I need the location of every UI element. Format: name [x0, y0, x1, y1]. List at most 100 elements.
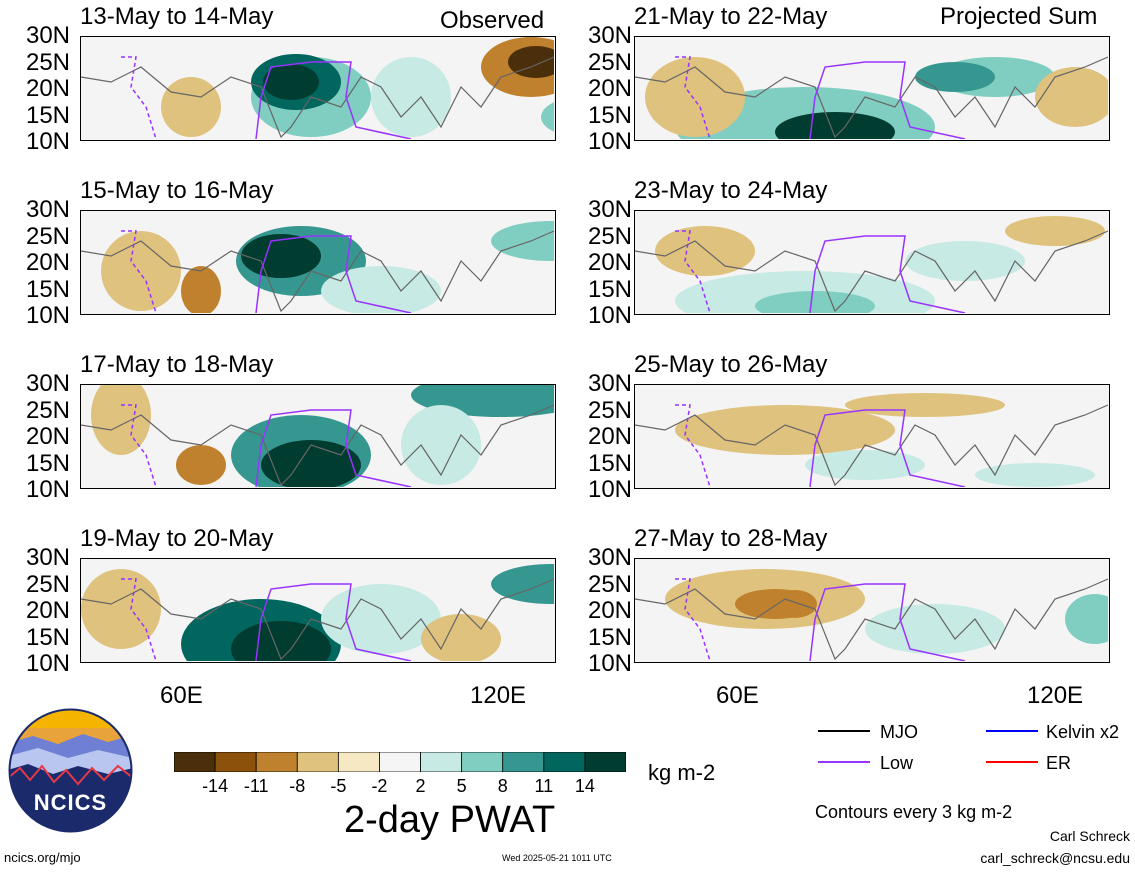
pwat-anomaly-blob [241, 234, 321, 278]
pwat-anomaly-blob [1005, 216, 1105, 246]
colorbar [173, 751, 627, 773]
lat-label: 15N [25, 275, 70, 303]
author-email: carl_schreck@ncsu.edu [980, 850, 1130, 866]
pwat-anomaly-blob [231, 621, 331, 661]
pwat-anomaly-blob [915, 62, 995, 92]
map-right-2 [634, 210, 1110, 315]
map-left-3 [80, 384, 556, 489]
lat-label: 30N [25, 196, 70, 223]
low-contour-negative [121, 230, 157, 313]
low-contour-negative [121, 56, 157, 139]
coastline [635, 230, 1108, 313]
lat-label: 30N [587, 22, 632, 49]
colorbar-swatch [337, 751, 380, 773]
panel-title-left-4: 19-May to 20-May [80, 525, 274, 552]
pwat-anomaly-blob [905, 241, 1025, 281]
colorbar-swatch [584, 751, 627, 773]
colorbar-units: kg m-2 [648, 760, 716, 785]
coastline [81, 404, 554, 487]
legend-lines-left [818, 730, 870, 763]
pwat-anomaly-blob [321, 266, 441, 313]
low-contour [809, 61, 966, 139]
low-contour-negative [675, 230, 711, 313]
low-contour [255, 583, 412, 661]
map-right-1 [634, 36, 1110, 141]
low-contour-negative [121, 404, 157, 487]
colorbar-tick-label: -8 [289, 776, 306, 796]
logo-text: NCICS [33, 790, 108, 815]
pwat-anomaly-blob [1035, 67, 1108, 127]
pwat-anomaly-blob [401, 405, 481, 485]
pwat-anomaly-blob [755, 291, 875, 313]
lat-label: 10N [587, 128, 632, 155]
map-left-2 [80, 210, 556, 315]
projected-sum-label: Projected Sum [940, 3, 1098, 30]
pwat-anomaly-blob [176, 445, 226, 485]
panel-title-right-4: 27-May to 28-May [634, 525, 828, 552]
map-left-1 [80, 36, 556, 141]
panel-title-right-2: 23-May to 24-May [634, 177, 828, 204]
lat-label: 10N [25, 128, 70, 155]
pwat-anomaly-blob [181, 266, 221, 313]
colorbar-swatches [173, 751, 627, 773]
lat-label: 15N [25, 623, 70, 651]
low-contour-negative [675, 56, 711, 139]
panel-title-left-2: 15-May to 16-May [80, 177, 274, 204]
lat-label: 25N [587, 48, 632, 76]
pwat-anomaly-blob [975, 463, 1095, 487]
legend-kelvin-label: Kelvin x2 [1046, 722, 1120, 742]
pwat-anomaly-blob [865, 604, 1005, 654]
lon-label-120e-left: 120E [470, 682, 527, 709]
lat-label: 25N [25, 570, 70, 598]
lat-label: 20N [587, 249, 632, 276]
colorbar-swatch [173, 751, 216, 773]
lat-label: 25N [25, 222, 70, 250]
pwat-anomaly-blob [845, 393, 1005, 417]
map-right-4 [634, 558, 1110, 663]
colorbar-swatch [255, 751, 298, 773]
pwat-anomaly-blob [261, 440, 361, 487]
lat-label: 20N [25, 423, 70, 450]
lat-label: 20N [587, 597, 632, 624]
legend-mjo-label: MJO [880, 722, 918, 742]
coastline [81, 578, 554, 661]
lat-label: 15N [25, 101, 70, 129]
panel-title-left-1: 13-May to 14-May [80, 3, 274, 30]
website-link[interactable]: ncics.org/mjo [4, 850, 81, 865]
colorbar-tick-label: -5 [330, 776, 347, 796]
pwat-anomaly-blob [321, 584, 441, 654]
lat-label: 20N [587, 75, 632, 102]
lat-label: 15N [587, 275, 632, 303]
colorbar-swatch [420, 751, 463, 773]
lon-label-60e-left: 60E [160, 682, 203, 709]
pwat-anomaly-blob [645, 57, 745, 137]
pwat-anomaly-blob [371, 57, 451, 137]
colorbar-title: 2-day PWAT [344, 799, 556, 841]
contour-note: Contours every 3 kg m-2 [815, 802, 1013, 822]
colorbar-swatch [461, 751, 504, 773]
map-right-3 [634, 384, 1110, 489]
colorbar-swatch [214, 751, 257, 773]
low-contour [809, 235, 966, 313]
colorbar-swatch [296, 751, 339, 773]
low-contour-negative [675, 404, 711, 487]
lat-label: 15N [587, 449, 632, 477]
colorbar-tick-label: -14 [202, 776, 229, 796]
pwat-anomaly-blob [161, 77, 221, 137]
lat-label: 30N [587, 370, 632, 397]
lat-label: 25N [587, 570, 632, 598]
lon-label-120e-right: 120E [1027, 682, 1084, 709]
colorbar-swatch [379, 751, 421, 773]
legend-er-label: ER [1046, 753, 1072, 773]
observed-label: Observed [440, 7, 545, 34]
lat-label: 30N [25, 544, 70, 571]
lon-label-60e-right: 60E [716, 682, 759, 709]
lat-label: 20N [25, 249, 70, 276]
lat-label: 30N [25, 370, 70, 397]
colorbar-tick-label: -11 [243, 776, 269, 796]
lat-label: 20N [587, 423, 632, 450]
panel-title-right-1: 21-May to 22-May [634, 3, 828, 30]
lat-label: 10N [25, 650, 70, 677]
lat-label: 10N [587, 650, 632, 677]
lat-label: 20N [25, 597, 70, 624]
